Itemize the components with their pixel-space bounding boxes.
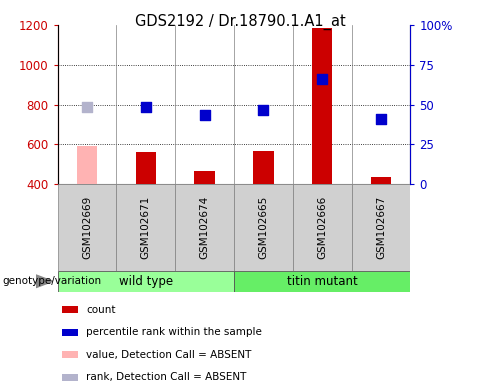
Bar (194, 171, 215, 184)
Text: wild type: wild type (119, 275, 173, 288)
Text: rank, Detection Call = ABSENT: rank, Detection Call = ABSENT (86, 372, 247, 382)
Text: genotype/variation: genotype/variation (2, 276, 102, 286)
Bar (371, 177, 391, 184)
Text: GSM102667: GSM102667 (376, 196, 386, 259)
Text: titin mutant: titin mutant (287, 275, 358, 288)
Point (377, 116, 385, 122)
Bar (77, 146, 97, 184)
Point (201, 111, 208, 118)
Text: GSM102674: GSM102674 (200, 196, 210, 259)
Text: GSM102665: GSM102665 (258, 196, 268, 259)
Text: count: count (86, 305, 116, 314)
Bar (58, 184, 116, 271)
Text: GDS2192 / Dr.18790.1.A1_at: GDS2192 / Dr.18790.1.A1_at (134, 13, 346, 30)
Bar (116, 184, 175, 271)
Bar (61, 328, 78, 336)
Bar (175, 184, 234, 271)
Bar (253, 151, 274, 184)
Polygon shape (36, 275, 53, 288)
Point (83, 104, 91, 110)
Bar (58, 271, 234, 292)
Bar (351, 184, 410, 271)
Point (260, 106, 267, 113)
Bar (61, 351, 78, 358)
Bar (234, 271, 410, 292)
Bar (293, 184, 351, 271)
Text: GSM102669: GSM102669 (82, 196, 92, 259)
Bar (61, 306, 78, 313)
Text: GSM102666: GSM102666 (317, 196, 327, 259)
Text: value, Detection Call = ABSENT: value, Detection Call = ABSENT (86, 350, 252, 360)
Bar (61, 374, 78, 381)
Point (142, 104, 150, 110)
Bar (234, 184, 293, 271)
Bar (135, 152, 156, 184)
Point (318, 76, 326, 82)
Text: GSM102671: GSM102671 (141, 196, 151, 259)
Bar (312, 28, 333, 184)
Text: percentile rank within the sample: percentile rank within the sample (86, 327, 262, 337)
